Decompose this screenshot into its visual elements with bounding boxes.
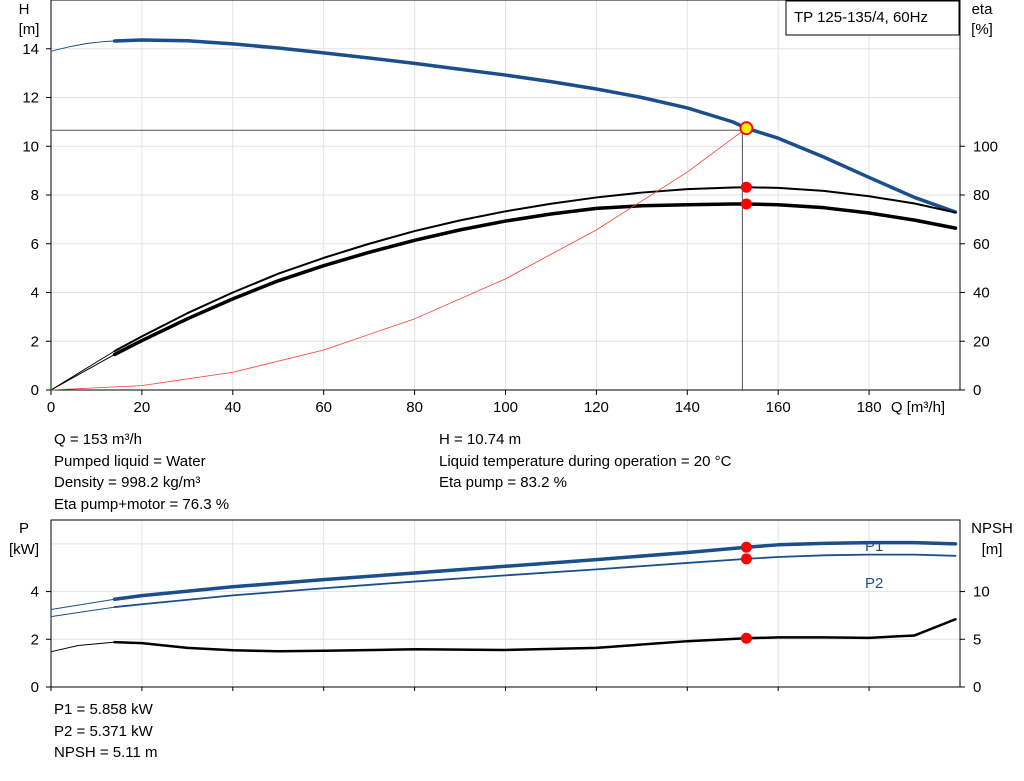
- p2-readout: P2 = 5.371 kW: [54, 722, 153, 740]
- y2-axis-label: eta: [972, 1, 994, 18]
- y2-tick-label: 40: [973, 285, 990, 302]
- y-tick-label: 0: [31, 679, 39, 696]
- density-readout: Density = 998.2 kg/m³: [54, 474, 201, 491]
- p2-series-label: P2: [865, 575, 883, 592]
- y2-tick-label: 20: [973, 333, 990, 350]
- y2-tick-label: 60: [973, 236, 990, 253]
- x-tick-label: 40: [224, 399, 241, 416]
- p1-readout: P1 = 5.858 kW: [54, 701, 153, 718]
- y-tick-label: 2: [31, 631, 39, 648]
- x-tick-label: 20: [134, 399, 151, 416]
- eta-pump-line: [113, 186, 957, 352]
- p1-duty-marker: [740, 541, 752, 553]
- power-npsh-plot: 0 2 4 0 5 10 P [kW] NPSH [m] P1 P2: [9, 519, 1013, 696]
- y2-tick-label: 0: [973, 679, 981, 696]
- x-tick-label: 60: [315, 399, 332, 416]
- duty-info-left: Q = 153 m³/h Pumped liquid = Water Densi…: [54, 429, 229, 515]
- x-tick-label: 120: [584, 399, 609, 416]
- p1-series-label: P1: [865, 538, 883, 555]
- liquid-readout: Pumped liquid = Water: [54, 452, 206, 470]
- y-tick-label: 4: [31, 584, 39, 601]
- y2-tick-label: 80: [973, 187, 990, 204]
- y-axis-label: P: [19, 520, 29, 537]
- power-info: P1 = 5.858 kW P2 = 5.371 kW NPSH = 5.11 …: [54, 699, 158, 764]
- p1-line: [112, 540, 958, 601]
- y-tick-label: 4: [31, 285, 39, 302]
- y-axis-unit: [kW]: [9, 541, 39, 558]
- p2-duty-marker: [740, 553, 752, 565]
- x-tick-label: 0: [47, 399, 55, 416]
- y2-tick-label: 0: [973, 382, 981, 399]
- npsh-duty-marker: [740, 632, 752, 644]
- p2-extrapolated-line: [50, 606, 116, 618]
- eta-pump-motor-extrapolated-line: [50, 353, 116, 391]
- flow-readout: Q = 153 m³/h: [54, 431, 142, 448]
- npsh-extrapolated-line: [50, 641, 116, 653]
- y2-tick-label: 100: [973, 138, 998, 155]
- y-tick-label: 10: [22, 138, 39, 155]
- y-tick-label: 8: [31, 187, 39, 204]
- npsh-readout: NPSH = 5.11 m: [54, 744, 158, 761]
- x-axis-label: Q [m³/h]: [891, 399, 945, 416]
- y-axis-unit: [m]: [19, 21, 40, 38]
- x-tick-label: 100: [493, 399, 518, 416]
- x-tick-label: 180: [857, 399, 882, 416]
- y-tick-label: 6: [31, 236, 39, 253]
- eta-pump-motor-line: [112, 202, 958, 357]
- y2-axis-unit: [%]: [971, 21, 993, 38]
- title-box: [785, 0, 960, 36]
- x-tick-label: 160: [766, 399, 791, 416]
- y-tick-label: 14: [22, 41, 39, 58]
- y2-axis-label: NPSH: [971, 520, 1013, 537]
- npsh-line: [113, 618, 957, 653]
- p2-line: [113, 553, 957, 608]
- y2-tick-label: 10: [973, 584, 990, 601]
- h-curve-line: [112, 38, 958, 214]
- chart-title: TP 125-135/4, 60Hz: [794, 9, 928, 26]
- eta-pump-readout: Eta pump = 83.2 %: [439, 474, 567, 491]
- eta-pump-motor-duty-marker: [740, 198, 752, 210]
- y2-tick-label: 5: [973, 631, 981, 648]
- h-extrapolated-line: [50, 40, 116, 52]
- temperature-readout: Liquid temperature during operation = 20…: [439, 452, 732, 470]
- x-tick-label: 80: [406, 399, 423, 416]
- head-duty-marker: [739, 121, 754, 136]
- y-tick-label: 2: [31, 333, 39, 350]
- head-efficiency-plot: 0 20 40 60 80 100 120 140 160 1800246810121402040…: [19, 0, 998, 416]
- y-tick-label: 0: [31, 382, 39, 399]
- head-readout: H = 10.74 m: [439, 431, 522, 448]
- y-axis-label: H: [19, 1, 30, 18]
- x-tick-label: 140: [675, 399, 700, 416]
- duty-info-right: H = 10.74 m Liquid temperature during op…: [439, 429, 731, 494]
- y-tick-label: 12: [22, 90, 39, 107]
- p1-extrapolated-line: [50, 598, 116, 610]
- eta-pump-duty-marker: [740, 181, 752, 193]
- y2-axis-unit: [m]: [982, 541, 1003, 558]
- system-curve-line: [50, 127, 747, 391]
- eta-pump-motor-readout: Eta pump+motor = 76.3 %: [54, 495, 230, 513]
